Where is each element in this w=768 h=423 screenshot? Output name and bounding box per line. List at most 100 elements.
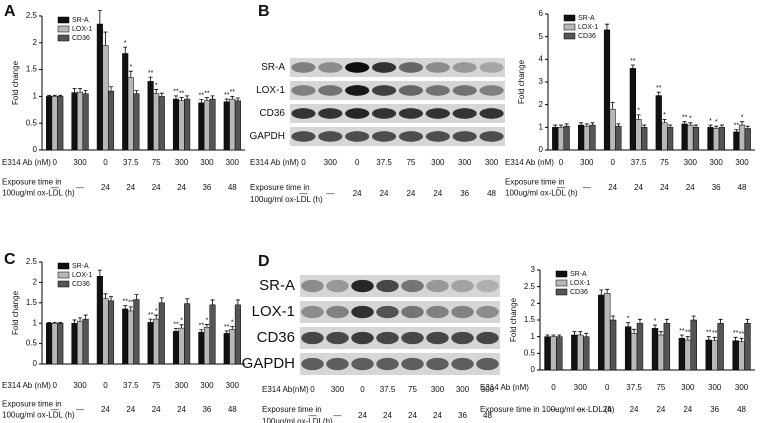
lane-label: 75 [406,158,415,167]
error-bar [52,321,57,324]
blot-band [476,279,499,293]
exposure-label: 24 [608,183,617,192]
error-bar [97,269,102,277]
bar [96,23,103,151]
bar [158,96,165,151]
legend-swatch [57,271,70,279]
blot-row-label: GAPDH [242,355,295,372]
error-bar [235,97,240,101]
y-tick-label: 0.5 [26,118,38,127]
error-bar [740,121,745,126]
error-bar [718,318,723,324]
blot-band [476,305,499,319]
blot-band [345,85,370,96]
legend-label: SR-A [72,17,89,24]
significance: * [129,64,132,71]
bar [550,336,557,371]
error-bar [551,334,556,337]
legend-label: LOX-1 [578,24,598,31]
bar [556,336,563,371]
blot-band [345,108,370,119]
x-tick-label: 300 [684,158,698,167]
significance: * [654,318,657,325]
bar [583,125,590,151]
y-tick-label: 4 [539,54,544,63]
exposure-label: — [51,405,59,414]
exposure-label: 24 [380,189,389,198]
blot-band [371,85,397,96]
significance: * [124,40,127,47]
bar [234,100,241,151]
bar [624,326,632,371]
error-bar [632,328,637,334]
bar [203,100,210,151]
exposure-label: 48 [228,405,237,414]
x-tick-label: 300 [681,383,695,392]
significance: ** [148,70,154,77]
exposure-label: 24 [152,405,161,414]
bar [684,339,692,371]
bar [122,53,129,151]
blot-row-label: GAPDH [249,131,285,142]
exposure-label: 24 [358,411,367,420]
blot-band [301,357,324,371]
bar [705,339,712,371]
exposure-label: 48 [483,411,492,420]
significance: ** [199,92,205,99]
bar [629,68,636,151]
y-tick-label: 0 [531,365,536,374]
y-tick-label: 0 [539,145,544,154]
x-tick-label: 300 [175,158,189,167]
significance: ** [682,115,688,122]
y-tick-label: 2 [33,38,38,47]
bar [717,323,724,371]
row-label: E314 Ab (nM) [2,381,51,390]
legend-swatch [57,16,70,24]
error-bar [128,70,133,78]
y-tick-label: 0 [33,145,38,154]
bar [198,102,205,151]
x-tick-label: 75 [660,158,669,167]
legend-swatch [555,270,568,278]
legend-swatch [57,262,70,270]
lane-label: 300 [431,385,445,394]
error-bar [58,94,63,97]
exposure-label: 48 [487,189,496,198]
bar [655,95,662,151]
bar [718,127,725,151]
significance: ** [173,89,179,96]
row-label: E314 Ab (nM) [505,158,554,167]
blot-band [426,357,449,371]
row-label: E314 Ab(nM) [262,385,309,394]
error-bar [745,125,750,129]
x-tick-label: 300 [574,383,588,392]
legend-label: CD36 [570,289,588,296]
error-bar [664,318,669,324]
blot-band [479,108,504,119]
error-bar [52,94,57,97]
bar [544,336,551,371]
exposure-label: — [76,183,84,192]
error-bar [611,315,616,320]
blot-band [326,331,349,345]
bar [57,96,64,151]
row-label: Exposure time in [262,405,322,414]
bar [147,322,154,365]
significance: * [715,119,718,126]
bar [603,29,611,151]
error-bar [148,76,153,82]
blot-band [376,305,399,319]
legend-swatch [555,288,568,296]
bar [209,98,216,151]
blot-strip [300,301,500,323]
bar [71,92,78,151]
exposure-label: 24 [383,411,392,420]
exposure-label: 36 [460,189,469,198]
y-tick-label: 0 [33,359,38,368]
legend-label: SR-A [72,263,89,270]
error-bar [733,336,738,341]
y-tick-label: 1 [33,92,38,101]
y-axis-label: Fold change [509,297,518,342]
lane-label: 300 [431,158,445,167]
error-bar [584,332,589,337]
